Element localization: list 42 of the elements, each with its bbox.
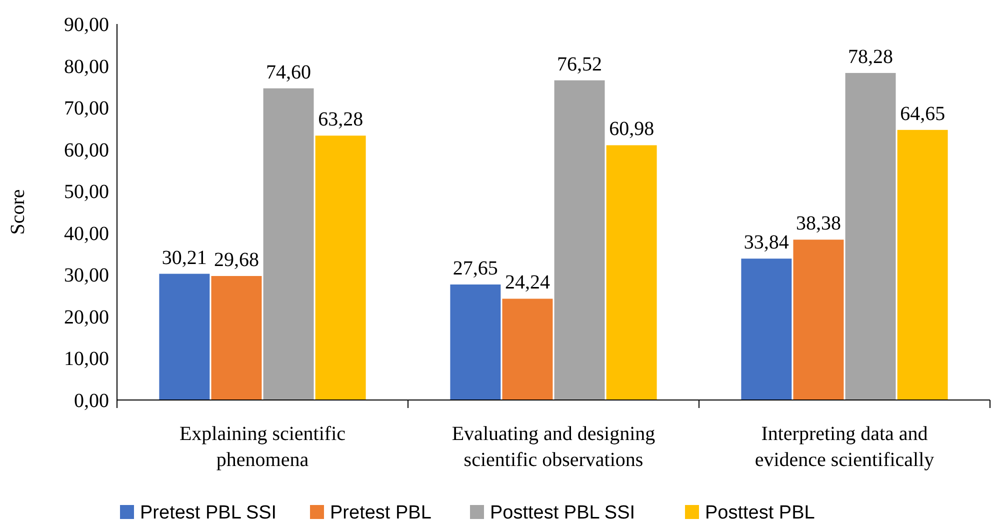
data-label: 29,68	[214, 249, 259, 272]
data-label: 74,60	[266, 61, 312, 84]
y-tick-label: 0,00	[74, 390, 109, 412]
data-label: 63,28	[318, 108, 364, 131]
legend-label: Pretest PBL	[330, 502, 432, 524]
x-tick-label: Evaluating and designing scientific observations	[452, 423, 656, 471]
data-label: 78,28	[848, 46, 894, 68]
bar	[159, 274, 210, 400]
y-tick-label: 80,00	[64, 56, 109, 78]
y-tick-label: 20,00	[64, 306, 109, 328]
data-label: 24,24	[504, 272, 550, 294]
data-label: 64,65	[900, 102, 946, 125]
bar	[554, 80, 605, 400]
data-label: 33,84	[744, 232, 789, 254]
data-label: 76,52	[557, 53, 602, 76]
bar	[315, 136, 366, 400]
x-tick-label: Explaining scientific phenomena	[179, 423, 346, 471]
bar	[263, 88, 314, 400]
data-label: 38,38	[796, 212, 841, 235]
y-axis-title: Score	[7, 189, 29, 235]
bar	[606, 145, 657, 400]
bar	[741, 258, 792, 400]
bar	[450, 284, 501, 400]
legend-label: Pretest PBL SSI	[140, 502, 277, 524]
bar	[793, 240, 844, 400]
data-label: 27,65	[452, 257, 498, 280]
legend-label: Posttest PBL	[705, 502, 815, 524]
y-tick-label: 50,00	[64, 181, 109, 204]
y-tick-label: 90,00	[64, 14, 109, 36]
bar	[211, 276, 262, 400]
y-tick-label: 40,00	[64, 222, 109, 245]
y-tick-label: 70,00	[64, 98, 109, 120]
y-tick-label: 30,00	[64, 264, 109, 287]
data-label: 60,98	[609, 118, 654, 140]
bar	[897, 130, 948, 400]
legend-label: Posttest PBL SSI	[490, 502, 636, 524]
bar	[845, 72, 896, 400]
data-label: 30,21	[162, 246, 207, 269]
x-tick-label: Interpreting data and evidence scientifically	[754, 423, 934, 471]
y-tick-label: 60,00	[64, 139, 109, 162]
bar	[502, 298, 553, 400]
y-tick-label: 10,00	[64, 348, 109, 370]
